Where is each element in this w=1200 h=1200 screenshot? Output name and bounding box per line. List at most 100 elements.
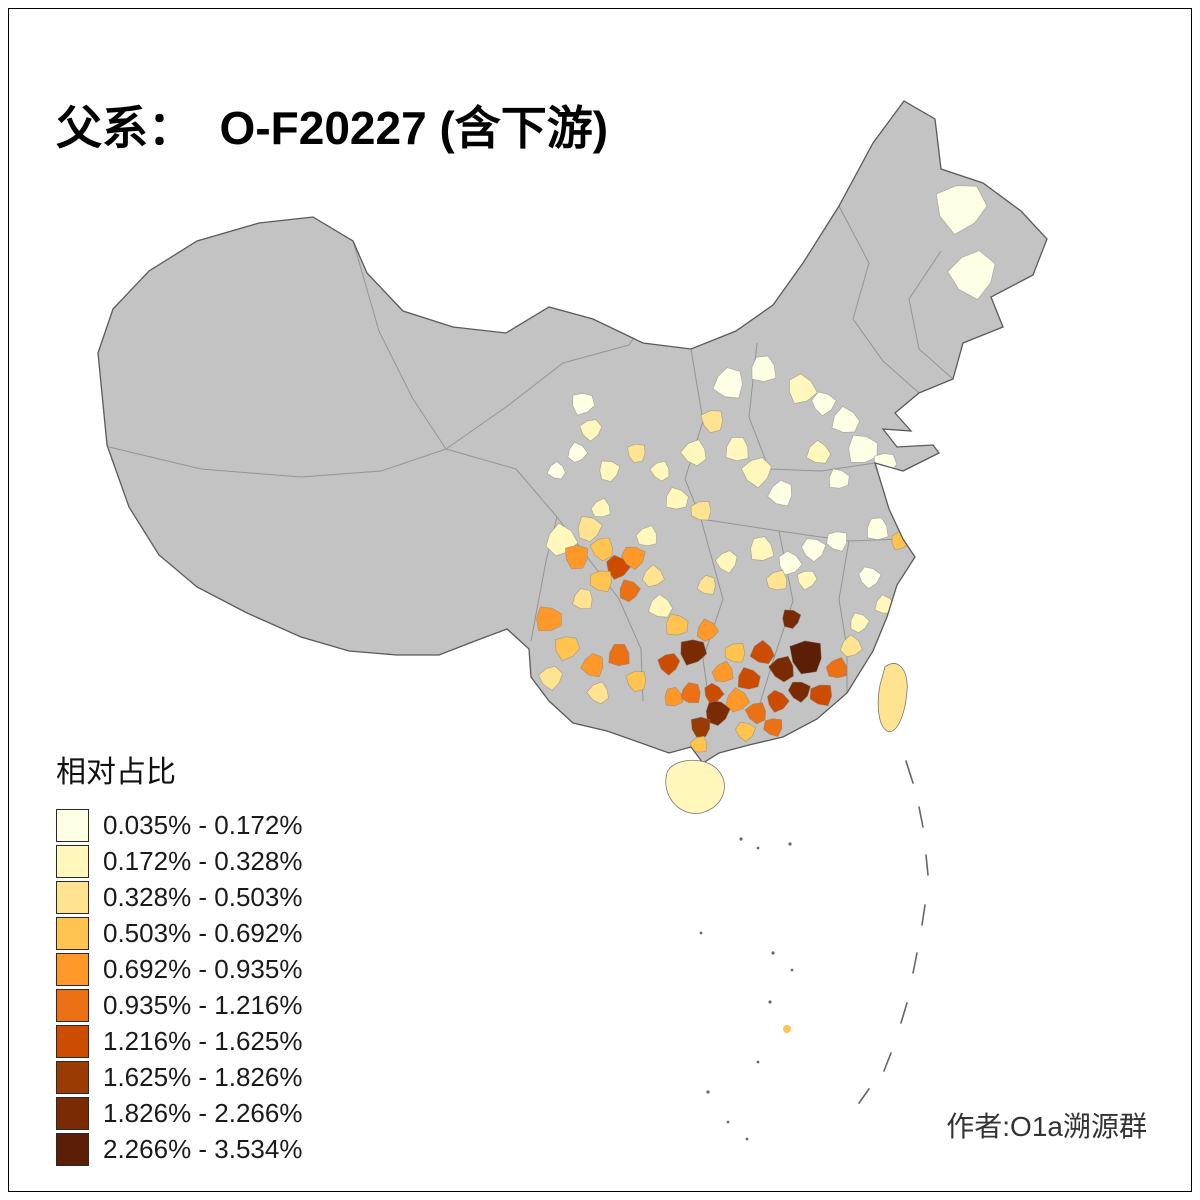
map-region bbox=[696, 575, 716, 595]
map-region bbox=[744, 702, 766, 725]
legend-row: 1.216% - 1.625% bbox=[56, 1025, 302, 1058]
legend-row: 0.328% - 0.503% bbox=[56, 881, 302, 914]
islet-colored-dot bbox=[783, 1025, 791, 1033]
map-region bbox=[665, 613, 689, 636]
legend-row: 0.935% - 1.216% bbox=[56, 989, 302, 1022]
map-region bbox=[554, 636, 581, 662]
map-region bbox=[767, 689, 790, 713]
map-region bbox=[750, 536, 775, 561]
map-region bbox=[725, 687, 751, 713]
map-region bbox=[635, 525, 657, 547]
map-region bbox=[711, 660, 734, 683]
map-region bbox=[828, 468, 850, 489]
legend-label: 0.503% - 0.692% bbox=[103, 918, 303, 948]
map-region bbox=[763, 718, 783, 737]
hainan-island bbox=[665, 759, 725, 814]
legend: 相对占比 0.035% - 0.172% 0.172% - 0.328% 0.328… bbox=[56, 747, 302, 1166]
legend-label: 0.172% - 0.328% bbox=[103, 846, 303, 876]
map-region bbox=[714, 550, 738, 574]
map-region bbox=[665, 486, 689, 510]
map-region bbox=[825, 657, 847, 679]
map-region bbox=[858, 566, 882, 590]
map-region bbox=[627, 443, 646, 463]
map-region bbox=[664, 687, 684, 707]
nine-dash-line bbox=[858, 760, 929, 1104]
map-region bbox=[577, 516, 603, 542]
map-region bbox=[586, 681, 609, 705]
legend-rows: 0.035% - 0.172% 0.172% - 0.328% 0.328% - 0… bbox=[56, 809, 302, 1166]
legend-swatch bbox=[56, 809, 89, 842]
map-region bbox=[680, 439, 707, 467]
map-region bbox=[625, 670, 647, 693]
map-region bbox=[766, 569, 788, 591]
map-region bbox=[690, 716, 711, 738]
legend-row: 0.692% - 0.935% bbox=[56, 953, 302, 986]
map-region bbox=[700, 410, 723, 434]
legend-swatch bbox=[56, 1025, 89, 1058]
map-region bbox=[797, 570, 818, 591]
map-region bbox=[809, 684, 833, 707]
map-region bbox=[767, 479, 793, 507]
legend-label: 0.035% - 0.172% bbox=[103, 810, 303, 840]
map-region bbox=[537, 665, 563, 691]
map-region bbox=[641, 564, 665, 588]
map-region bbox=[826, 531, 848, 552]
legend-label: 0.935% - 1.216% bbox=[103, 990, 303, 1020]
china-landmass bbox=[98, 101, 1047, 763]
map-region bbox=[787, 681, 811, 703]
legend-label: 0.328% - 0.503% bbox=[103, 882, 303, 912]
map-region bbox=[565, 544, 588, 570]
plot-frame: 父系： O-F20227 (含下游) bbox=[8, 8, 1192, 1192]
legend-row: 1.625% - 1.826% bbox=[56, 1061, 302, 1094]
legend-swatch bbox=[56, 953, 89, 986]
legend-swatch bbox=[56, 989, 89, 1022]
map-region bbox=[751, 355, 777, 382]
taiwan-island bbox=[877, 663, 908, 732]
map-region bbox=[657, 653, 681, 676]
legend-swatch bbox=[56, 917, 89, 950]
legend-swatch bbox=[56, 1097, 89, 1130]
map-region bbox=[680, 639, 708, 666]
map-region bbox=[724, 643, 746, 663]
legend-row: 2.266% - 3.534% bbox=[56, 1133, 302, 1166]
legend-label: 1.625% - 1.826% bbox=[103, 1062, 303, 1092]
map-region bbox=[599, 460, 621, 482]
map-region bbox=[589, 537, 613, 562]
map-region bbox=[789, 640, 822, 675]
map-region bbox=[867, 517, 889, 541]
map-region bbox=[839, 634, 863, 658]
map-region bbox=[647, 593, 674, 618]
map-region bbox=[567, 441, 589, 463]
legend-row: 1.826% - 2.266% bbox=[56, 1097, 302, 1130]
legend-title: 相对占比 bbox=[56, 756, 176, 789]
legend-row: 0.172% - 0.328% bbox=[56, 845, 302, 878]
map-region bbox=[768, 655, 794, 683]
map-region bbox=[831, 406, 861, 433]
map-region bbox=[572, 393, 596, 416]
legend-label: 2.266% - 3.534% bbox=[103, 1134, 303, 1164]
map-region bbox=[608, 644, 630, 667]
map-region bbox=[737, 666, 761, 690]
map-region bbox=[579, 419, 603, 442]
map-region bbox=[782, 609, 802, 629]
legend-row: 0.035% - 0.172% bbox=[56, 809, 302, 842]
legend-swatch bbox=[56, 1061, 89, 1094]
page-title: 父系： O-F20227 (含下游) bbox=[56, 101, 609, 154]
map-region bbox=[696, 618, 720, 642]
china-outline bbox=[97, 100, 1048, 764]
legend-label: 1.826% - 2.266% bbox=[103, 1098, 303, 1128]
map-region bbox=[536, 606, 562, 632]
legend-label: 0.692% - 0.935% bbox=[103, 954, 303, 984]
map-region bbox=[590, 497, 611, 518]
map-region bbox=[947, 250, 996, 300]
china-choropleth-map bbox=[97, 100, 1048, 1141]
map-region bbox=[801, 538, 827, 563]
map-region bbox=[704, 682, 725, 704]
map-region bbox=[850, 612, 870, 634]
map-region bbox=[572, 588, 593, 610]
map-region bbox=[712, 367, 743, 399]
map-region bbox=[740, 457, 772, 489]
map-region bbox=[680, 682, 701, 704]
colored-regions bbox=[536, 185, 996, 753]
legend-swatch bbox=[56, 881, 89, 914]
